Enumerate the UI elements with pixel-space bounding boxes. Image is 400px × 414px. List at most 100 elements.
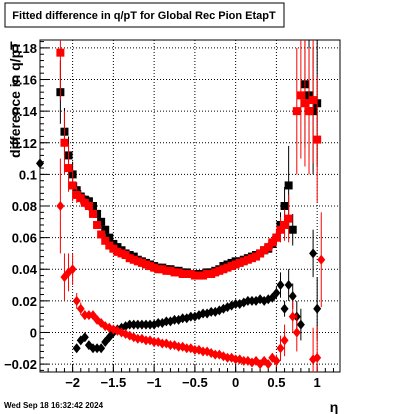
red-square-point xyxy=(72,190,81,199)
red-square-point xyxy=(109,244,118,253)
black-square-point xyxy=(284,181,293,190)
black-diamond-point xyxy=(93,343,102,354)
black-diamond-point xyxy=(170,314,179,325)
red-square-point xyxy=(313,135,322,144)
red-square-point xyxy=(190,271,199,280)
red-square-point xyxy=(105,241,114,250)
black-diamond-point xyxy=(284,280,293,291)
y-tick-label: 0.16 xyxy=(12,73,37,88)
data-marks xyxy=(36,40,326,372)
red-square-point xyxy=(56,48,65,57)
red-square-point xyxy=(166,266,175,275)
black-diamond-point xyxy=(178,313,187,324)
red-square-point xyxy=(101,236,110,245)
x-axis-label: η xyxy=(330,399,339,414)
black-diamond-point xyxy=(243,295,252,306)
red-square-point xyxy=(178,269,187,278)
x-tick-label: 0.5 xyxy=(267,375,285,390)
red-square-point xyxy=(305,107,314,116)
red-square-point xyxy=(88,209,97,218)
black-diamond-point xyxy=(207,306,216,317)
red-diamond-point xyxy=(211,349,220,360)
red-square-point xyxy=(117,249,126,258)
red-diamond-point xyxy=(150,336,159,347)
y-tick-label: 0.06 xyxy=(12,231,37,246)
red-diamond-point xyxy=(182,343,191,354)
black-diamond-point xyxy=(162,316,171,327)
black-square-point xyxy=(101,225,110,234)
red-square-point xyxy=(247,254,256,263)
red-square-point xyxy=(158,265,167,274)
red-square-point xyxy=(300,99,309,108)
red-diamond-point xyxy=(231,354,240,365)
red-diamond-point xyxy=(288,311,297,322)
red-square-point xyxy=(296,91,305,100)
red-diamond-point xyxy=(317,254,326,265)
x-tick-label: −0.5 xyxy=(182,375,208,390)
red-square-point xyxy=(243,255,252,264)
black-diamond-point xyxy=(36,158,44,169)
red-square-point xyxy=(276,225,285,234)
red-square-point xyxy=(129,255,138,264)
red-square-point xyxy=(60,138,69,147)
red-diamond-point xyxy=(56,201,65,211)
black-diamond-point xyxy=(97,343,106,354)
red-square-point xyxy=(309,96,318,105)
y-tick-label: 0.18 xyxy=(12,41,37,56)
red-diamond-point xyxy=(68,264,77,275)
black-diamond-point xyxy=(313,303,322,314)
red-square-point xyxy=(292,107,301,116)
black-diamond-point xyxy=(125,319,134,330)
red-square-point xyxy=(150,263,159,272)
red-square-point xyxy=(223,263,232,272)
y-axis-label: difference in q/pT xyxy=(7,41,23,158)
red-square-point xyxy=(113,247,122,256)
red-square-point xyxy=(68,181,77,190)
red-diamond-point xyxy=(72,295,81,306)
red-diamond-point xyxy=(190,344,199,355)
black-square-point xyxy=(105,233,114,242)
red-square-point xyxy=(133,257,142,266)
red-diamond-point xyxy=(239,355,248,366)
red-diamond-point xyxy=(280,335,289,346)
black-square-point xyxy=(109,239,118,248)
red-square-point xyxy=(170,268,179,277)
timestamp: Wed Sep 18 16:32:42 2024 xyxy=(4,401,104,410)
red-square-point xyxy=(84,202,93,210)
red-square-point xyxy=(219,265,228,274)
x-tick-label: −1.5 xyxy=(101,375,127,390)
black-square-point xyxy=(288,225,297,234)
black-diamond-point xyxy=(276,280,285,291)
red-square-point xyxy=(260,246,269,255)
black-square-point xyxy=(88,202,97,210)
red-square-point xyxy=(93,220,102,229)
red-square-point xyxy=(211,268,220,277)
red-diamond-point xyxy=(199,346,208,357)
black-diamond-point xyxy=(141,319,150,330)
red-square-point xyxy=(227,262,236,271)
red-square-point xyxy=(284,214,293,223)
red-square-point xyxy=(80,198,89,207)
black-diamond-point xyxy=(129,319,138,330)
black-diamond-point xyxy=(280,303,289,314)
red-diamond-point xyxy=(76,303,85,314)
red-square-point xyxy=(76,194,85,203)
red-diamond-point xyxy=(292,327,301,338)
x-tick-label: −1 xyxy=(147,375,162,390)
black-diamond-point xyxy=(272,287,281,298)
y-tick-label: 0.02 xyxy=(12,294,37,309)
red-square-point xyxy=(256,249,265,258)
red-square-point xyxy=(186,269,195,278)
red-square-point xyxy=(64,164,73,173)
x-tick-label: −2 xyxy=(65,375,80,390)
red-square-point xyxy=(174,268,183,277)
black-diamond-point xyxy=(309,248,318,259)
red-square-point xyxy=(235,258,244,267)
red-square-point xyxy=(125,254,134,263)
red-square-point xyxy=(239,257,248,266)
red-diamond-point xyxy=(133,333,142,344)
black-diamond-point xyxy=(137,319,146,330)
red-diamond-point xyxy=(80,310,89,321)
red-square-point xyxy=(121,251,130,260)
